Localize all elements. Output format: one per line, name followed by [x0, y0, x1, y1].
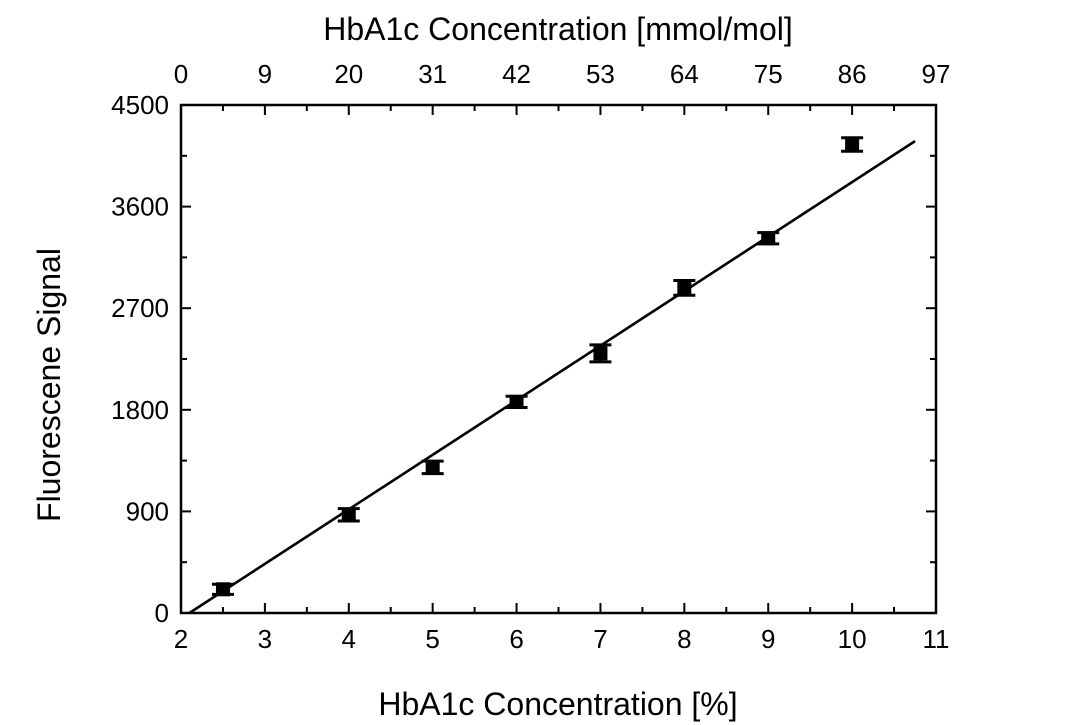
x-tick-label: 8 [677, 624, 691, 654]
y-tick-label: 0 [155, 598, 169, 628]
data-point [425, 460, 440, 475]
x2-tick-label: 0 [174, 59, 188, 89]
x-tick-label: 2 [174, 624, 188, 654]
x2-tick-label: 64 [670, 59, 699, 89]
x2-tick-label: 86 [838, 59, 867, 89]
data-point-group [505, 394, 528, 410]
x-tick-label: 4 [342, 624, 356, 654]
data-point [215, 582, 230, 597]
y-tick-label: 3600 [111, 192, 169, 222]
x2-tick-label: 31 [418, 59, 447, 89]
data-point-group [841, 136, 864, 153]
data-point-group [421, 459, 444, 476]
data-point [761, 231, 776, 246]
data-point-group [757, 231, 780, 246]
x2-tick-label: 97 [922, 59, 951, 89]
y-tick-label: 900 [126, 496, 169, 526]
data-point [341, 507, 356, 522]
x2-tick-label: 53 [586, 59, 615, 89]
x2-axis-title: HbA1c Concentration [mmol/mol] [323, 11, 793, 47]
plot-frame [179, 103, 938, 615]
ticks: 2 3 4 5 6 7 8 9 10 11 0 9 20 31 42 53 64 75 86 97 0 900 1800 27… [111, 59, 950, 654]
x-tick-label: 5 [425, 624, 439, 654]
x-tick-label: 3 [258, 624, 272, 654]
y-tick-label: 2700 [111, 293, 169, 323]
x-tick-label: 9 [761, 624, 775, 654]
y-tick-label: 1800 [111, 395, 169, 425]
data-point [845, 137, 860, 152]
data-point-group [211, 582, 234, 597]
x-tick-label: 10 [838, 624, 867, 654]
x2-tick-label: 75 [754, 59, 783, 89]
x-tick-label: 11 [923, 624, 950, 654]
fit-line-group [188, 140, 916, 615]
data-point-group [589, 343, 612, 364]
data-point [677, 280, 692, 295]
x-tick-label: 6 [509, 624, 523, 654]
fit-line [188, 140, 916, 615]
data-point-group [673, 279, 696, 297]
data-points [211, 136, 864, 597]
x-tick-label: 7 [593, 624, 607, 654]
y-tick-label: 4500 [111, 90, 169, 120]
x2-tick-label: 42 [502, 59, 531, 89]
y-axis-title: Fluorescene Signal [31, 248, 67, 522]
data-point [509, 394, 524, 409]
x-axis-title: HbA1c Concentration [%] [378, 686, 737, 722]
data-point-group [337, 507, 360, 523]
data-point [593, 346, 608, 361]
x2-tick-label: 9 [258, 59, 272, 89]
x2-tick-label: 20 [334, 59, 363, 89]
